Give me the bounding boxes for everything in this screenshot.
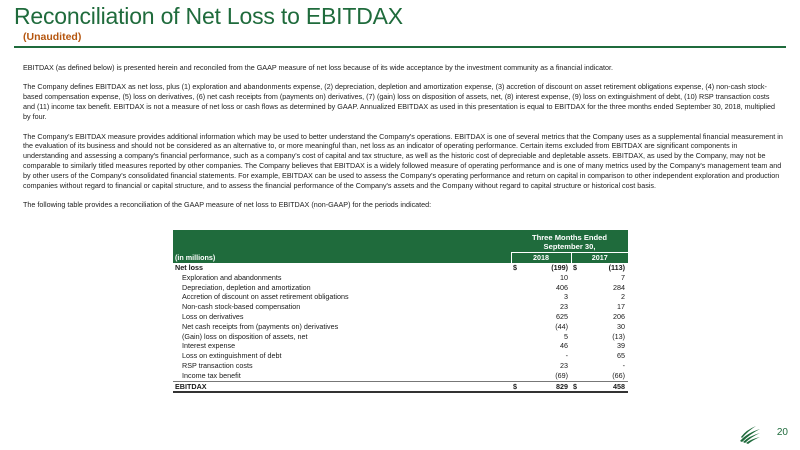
table-row: Loss on derivatives 625 206: [182, 311, 625, 321]
table-row: Non-cash stock-based compensation 23 17: [182, 302, 625, 312]
table-row: RSP transaction costs 23-: [182, 360, 625, 370]
reconciliation-table: Three Months Ended September 30, (in mil…: [173, 230, 628, 394]
table-row: Accretion of discount on asset retiremen…: [182, 292, 625, 302]
column-header-2017: 2017: [570, 252, 628, 263]
paragraph-table-intro: The following table provides a reconcili…: [23, 200, 432, 210]
table-row: Loss on extinguishment of debt -65: [182, 351, 625, 361]
table-row: Exploration and abandonments 10 7: [182, 272, 625, 282]
paragraph-usage: The Company's EBITDAX measure provides a…: [23, 131, 783, 191]
table-row: Depreciation, depletion and amortization…: [182, 282, 625, 292]
body-text: EBITDAX (as defined below) is presented …: [23, 63, 783, 220]
net-loss-row: Net loss $ (199) $ (113): [175, 263, 625, 272]
company-logo-icon: [740, 426, 760, 444]
table-row: Interest expense 46 39: [182, 341, 625, 351]
table-row: Income tax benefit (69) (66): [182, 370, 625, 380]
unit-label: (in millions): [173, 252, 511, 263]
period-header: Three Months Ended September 30,: [511, 230, 628, 253]
table-row: Net cash receipts from (payments on) der…: [182, 321, 625, 331]
title-divider: [14, 46, 786, 48]
page-number: 20: [776, 427, 788, 438]
column-header-2018: 2018: [510, 252, 571, 263]
paragraph-definition: The Company defines EBITDAX as net loss,…: [23, 82, 776, 122]
paragraph-intro: EBITDAX (as defined below) is presented …: [23, 63, 613, 72]
ebitdax-total-row: EBITDAX $ 829 $ 458: [173, 380, 628, 394]
page-title: Reconciliation of Net Loss to EBITDAX: [14, 3, 403, 29]
table-header-period-row: Three Months Ended September 30,: [173, 230, 628, 253]
table-header-year-row: (in millions) 2018 2017: [173, 252, 628, 263]
table-row: (Gain) loss on disposition of assets, ne…: [182, 331, 625, 341]
page-subtitle: (Unaudited): [23, 31, 82, 43]
